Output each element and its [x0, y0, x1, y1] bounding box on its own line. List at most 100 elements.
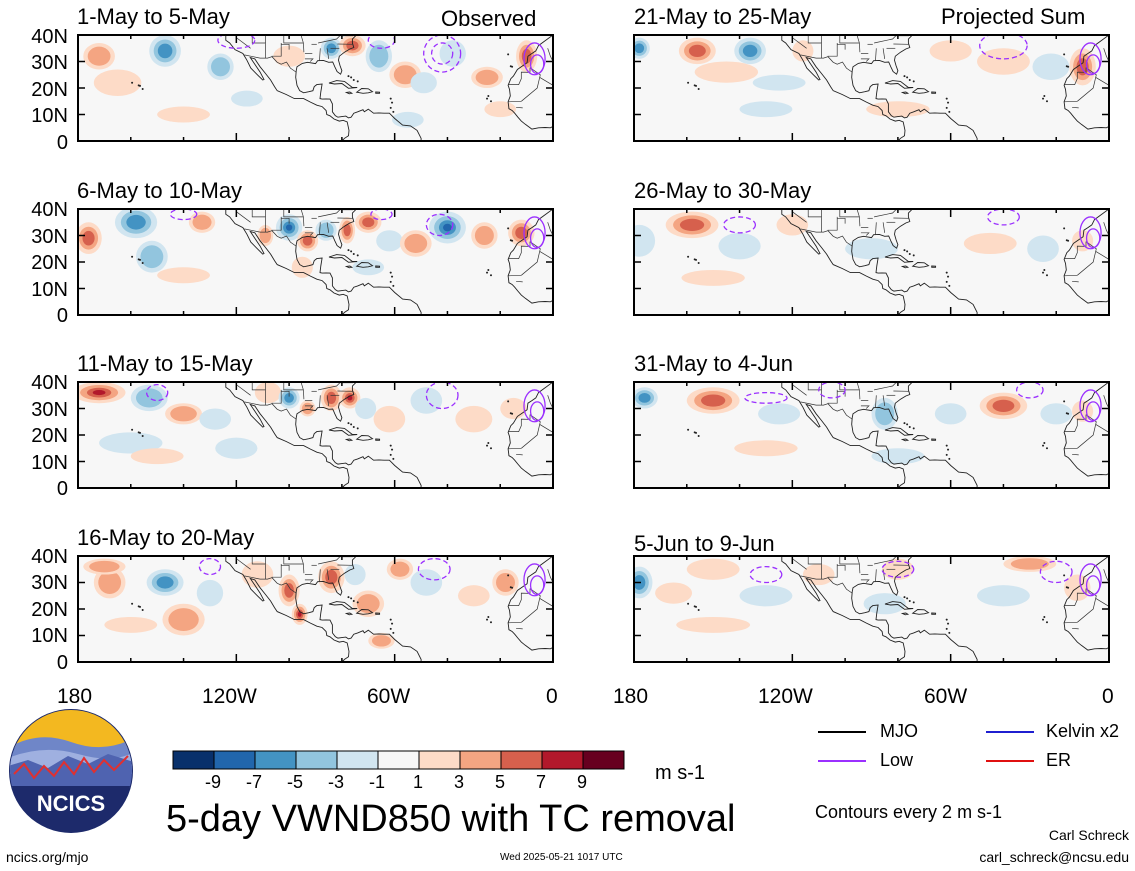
island-marker: [352, 426, 355, 429]
island-marker: [1045, 447, 1048, 450]
coastline-cuba: [884, 254, 914, 263]
positive-anomaly-blob: [302, 235, 313, 246]
colorbar-swatch: [459, 750, 502, 770]
political-border: [800, 228, 853, 247]
island-marker: [486, 444, 489, 447]
political-border: [837, 564, 846, 571]
negative-anomaly-blob: [739, 585, 793, 607]
political-border: [326, 222, 330, 233]
island-marker: [906, 423, 909, 426]
panel-title: 1-May to 5-May: [77, 4, 230, 29]
low-contour-dashed: [217, 35, 256, 49]
political-border: [882, 395, 886, 406]
political-border: [1072, 627, 1079, 630]
positive-anomaly-blob: [284, 583, 294, 598]
political-border: [508, 447, 522, 450]
coastline-puerto-rico: [931, 91, 937, 94]
negative-anomaly-blob: [1027, 235, 1059, 262]
island-marker: [948, 631, 951, 634]
island-marker: [392, 284, 395, 287]
political-border: [326, 569, 330, 580]
low-contour-dashed: [986, 209, 1020, 226]
positive-anomaly-blob: [1076, 58, 1089, 76]
positive-anomaly-blob: [325, 569, 338, 585]
footer-url[interactable]: ncics.org/mjo: [6, 849, 89, 865]
panel-title: 26-May to 30-May: [634, 178, 812, 203]
political-border: [318, 556, 341, 565]
political-border: [807, 35, 822, 59]
low-contour-dashed: [145, 383, 169, 402]
positive-anomaly-blob: [93, 69, 142, 96]
colorbar-label: 9: [576, 772, 587, 792]
positive-anomaly-blob: [157, 106, 210, 123]
panel-title: 5-Jun to 9-Jun: [634, 531, 775, 556]
political-border: [1077, 241, 1097, 276]
political-border: [539, 251, 553, 260]
island-marker: [131, 602, 134, 605]
island-marker: [392, 110, 395, 113]
coastline-hispaniola: [355, 262, 374, 268]
footer-email[interactable]: carl_schreck@ncsu.edu: [979, 849, 1129, 865]
coastline-americas: [109, 209, 422, 315]
island-marker: [695, 605, 698, 608]
island-marker: [1045, 100, 1048, 103]
island-marker: [487, 94, 490, 97]
political-border: [516, 280, 523, 283]
positive-anomaly-blob: [455, 405, 493, 433]
island-marker: [347, 249, 350, 252]
political-border: [281, 217, 290, 224]
legend-label-kelvin: Kelvin x2: [1046, 721, 1120, 741]
island-marker: [903, 249, 906, 252]
island-marker: [507, 400, 510, 403]
political-border: [251, 382, 266, 406]
political-border: [271, 564, 282, 578]
island-marker: [908, 253, 911, 256]
island-marker: [912, 80, 915, 83]
positive-anomaly-blob: [98, 571, 122, 594]
lon-tick-label: 120W: [202, 685, 257, 708]
island-marker: [487, 441, 490, 444]
lon-tick-label: 60W: [367, 685, 411, 708]
legend-line-mjo: [818, 731, 866, 733]
political-border: [283, 382, 304, 391]
positive-anomaly-blob: [393, 65, 417, 85]
low-contour-solid: [1079, 389, 1102, 423]
positive-anomaly-blob: [170, 406, 197, 422]
island-marker: [487, 268, 490, 271]
island-marker: [695, 84, 698, 87]
island-marker: [389, 280, 392, 283]
positive-anomaly-blob: [343, 224, 351, 237]
low-contour-solid: [1085, 575, 1101, 596]
political-border: [508, 67, 531, 85]
negative-anomaly-blob: [99, 432, 163, 454]
colorbar-label: -7: [245, 772, 262, 792]
positive-anomaly-blob: [521, 48, 532, 64]
political-border: [271, 43, 282, 57]
political-border: [837, 43, 846, 50]
island-marker: [1043, 441, 1046, 444]
positive-anomaly-blob: [404, 233, 428, 253]
island-marker: [947, 101, 950, 104]
island-marker: [687, 428, 690, 431]
lat-tick-label: 30N: [31, 399, 68, 421]
political-border: [800, 575, 853, 594]
lat-tick-label: 10N: [31, 279, 68, 301]
coastline-cuba: [328, 601, 358, 610]
island-marker: [392, 457, 395, 460]
legend-line-low: [818, 760, 866, 762]
political-border: [874, 209, 897, 218]
political-border: [875, 48, 877, 61]
negative-anomaly-blob: [410, 387, 443, 414]
island-marker: [948, 284, 951, 287]
island-marker: [507, 227, 510, 230]
positive-anomaly-blob: [694, 61, 759, 83]
lon-tick-label: 0: [546, 685, 558, 708]
island-marker: [352, 253, 355, 256]
political-border: [508, 414, 531, 432]
low-contour-solid: [529, 401, 545, 422]
political-border: [807, 556, 822, 580]
island-marker: [945, 618, 948, 621]
political-border: [244, 401, 297, 420]
positive-anomaly-blob: [496, 572, 515, 593]
